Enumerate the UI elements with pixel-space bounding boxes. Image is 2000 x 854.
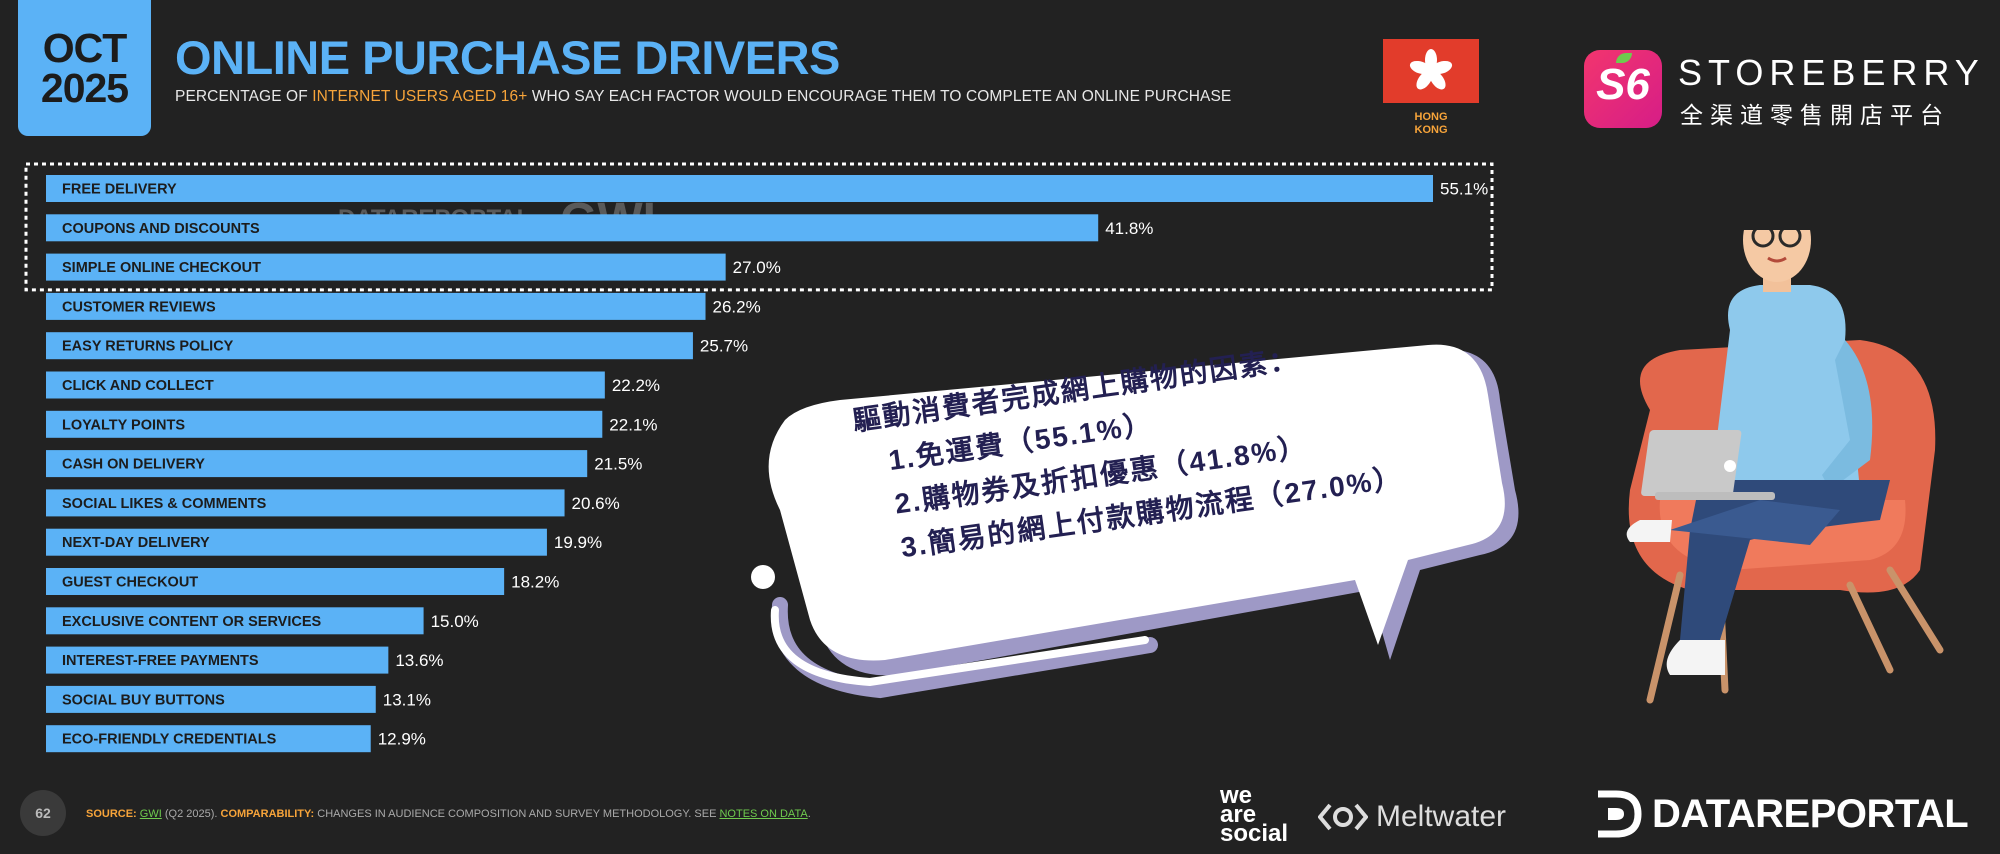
bar-value-label: 25.7% <box>700 337 748 356</box>
datareportal-icon <box>1598 790 1642 838</box>
bar-value-label: 18.2% <box>511 573 559 592</box>
bar-category-label: SOCIAL LIKES & COMMENTS <box>62 496 267 512</box>
bar-value-label: 55.1% <box>1440 180 1488 199</box>
bar-category-label: SIMPLE ONLINE CHECKOUT <box>62 260 261 276</box>
bar-value-label: 15.0% <box>431 612 479 631</box>
page-title: ONLINE PURCHASE DRIVERS <box>175 31 840 84</box>
bar <box>46 725 371 753</box>
meltwater-text: Meltwater <box>1376 800 1507 833</box>
we-are-social-are: are <box>1220 801 1257 828</box>
we-are-social-we: we <box>1220 782 1253 809</box>
bar <box>46 253 726 281</box>
bar-category-label: LOYALTY POINTS <box>62 417 185 433</box>
bar-category-label: FREE DELIVERY <box>62 182 177 198</box>
bar-category-label: ECO-FRIENDLY CREDENTIALS <box>62 732 277 748</box>
bar-category-label: EXCLUSIVE CONTENT OR SERVICES <box>62 614 321 630</box>
bar <box>46 371 605 399</box>
bar-value-label: 19.9% <box>554 533 602 552</box>
bar-value-label: 22.1% <box>609 415 657 434</box>
bar-category-label: GUEST CHECKOUT <box>62 575 198 591</box>
source-link[interactable]: GWI <box>139 808 162 820</box>
bar-value-label: 21.5% <box>594 455 642 474</box>
storeberry-name: STOREBERRY <box>1678 52 1985 93</box>
source-label: SOURCE: <box>86 808 137 820</box>
source-text: (Q2 2025). <box>161 808 221 820</box>
bar <box>46 646 389 674</box>
date-badge: OCT 2025 <box>18 0 151 136</box>
bar-chart: DATAREPORTALGWI.FREE DELIVERY55.1%COUPON… <box>24 162 1494 753</box>
bar-value-label: 20.6% <box>572 494 620 513</box>
bar-value-label: 41.8% <box>1105 219 1153 238</box>
source-note: SOURCE: GWI (Q2 2025). COMPARABILITY: CH… <box>86 808 811 820</box>
bar <box>46 292 706 320</box>
page-number: 62 <box>20 790 66 836</box>
country-label: HONG KONG <box>1383 111 1479 137</box>
bar-category-label: COUPONS AND DISCOUNTS <box>62 221 260 237</box>
bar <box>46 214 1099 242</box>
bar <box>46 685 376 713</box>
bar-value-label: 13.1% <box>383 690 431 709</box>
comparability-label: COMPARABILITY: <box>220 808 315 820</box>
bar <box>46 528 547 556</box>
date-year: 2025 <box>40 65 129 111</box>
bar-value-label: 13.6% <box>395 651 443 670</box>
meltwater-icon <box>1318 803 1368 831</box>
country-line1: HONG <box>1414 111 1448 123</box>
top-three-highlight-box <box>24 162 1494 292</box>
comparability-text: CHANGES IN AUDIENCE COMPOSITION AND SURV… <box>314 808 720 820</box>
datareportal-logo: DATAREPORTAL <box>1590 786 1969 842</box>
bar <box>46 410 603 438</box>
subtitle-highlight: INTERNET USERS AGED 16+ <box>312 88 528 105</box>
bar-category-label: CASH ON DELIVERY <box>62 457 205 473</box>
bar <box>46 607 424 635</box>
page-subtitle: PERCENTAGE OF INTERNET USERS AGED 16+ WH… <box>175 88 1231 106</box>
notes-on-data-link[interactable]: NOTES ON DATA <box>719 808 808 820</box>
meltwater-logo: Meltwater <box>1318 800 1506 834</box>
bar-category-label: CLICK AND COLLECT <box>62 378 214 394</box>
bar-value-label: 12.9% <box>378 730 426 749</box>
bar-category-label: NEXT-DAY DELIVERY <box>62 535 210 551</box>
we-are-social-logo: we are social <box>1220 782 1289 847</box>
bar <box>46 332 693 360</box>
bar-value-label: 26.2% <box>713 297 761 316</box>
bar-category-label: SOCIAL BUY BUTTONS <box>62 692 225 708</box>
hong-kong-flag-icon <box>1383 39 1479 103</box>
bar <box>46 489 565 517</box>
bar <box>46 450 588 478</box>
bar-category-label: CUSTOMER REVIEWS <box>62 299 216 315</box>
bar-value-label: 22.2% <box>612 376 660 395</box>
bar <box>46 175 1433 202</box>
bar-category-label: INTEREST-FREE PAYMENTS <box>62 653 259 669</box>
storeberry-logo-icon: S6 <box>1584 50 1662 128</box>
date-month: OCT <box>42 25 128 71</box>
we-are-social-social: social <box>1220 820 1289 847</box>
person-with-laptop-illustration <box>1626 230 1944 704</box>
storeberry-logo-letters: S6 <box>1596 60 1650 109</box>
bar <box>46 568 505 595</box>
subtitle-post: WHO SAY EACH FACTOR WOULD ENCOURAGE THEM… <box>527 88 1232 105</box>
bar-category-label: EASY RETURNS POLICY <box>62 339 234 355</box>
subtitle-pre: PERCENTAGE OF <box>175 88 313 105</box>
bubble-dot <box>751 565 775 589</box>
country-line2: KONG <box>1414 124 1448 136</box>
storeberry-tagline: 全渠道零售開店平台 <box>1680 102 1950 128</box>
source-period: . <box>807 808 811 820</box>
datareportal-text: DATAREPORTAL <box>1652 791 1969 836</box>
bar-value-label: 27.0% <box>733 258 781 277</box>
